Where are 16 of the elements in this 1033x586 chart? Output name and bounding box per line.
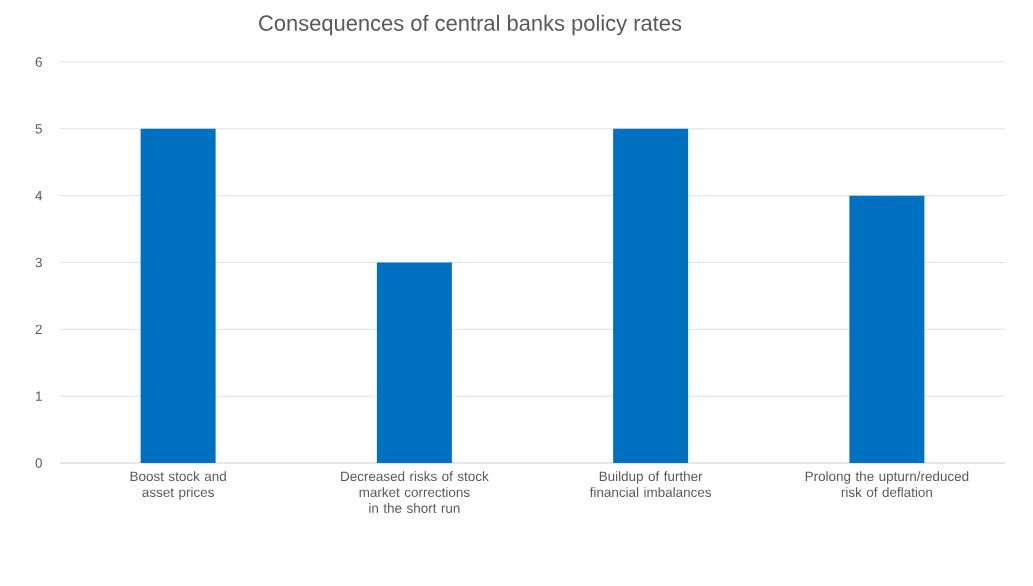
x-tick-label: Buildup of further financial imbalances [589,471,712,498]
chart-title: Consequences of central banks policy rates [259,14,682,36]
y-tick-label: 3 [35,257,42,268]
x-tick-label: Decreased risks of stock market corrections in the short run [341,471,489,513]
x-tick-label: Boost stock and asset prices [130,471,226,500]
bar [140,128,216,463]
y-tick-label: 1 [36,391,42,401]
bar [376,262,452,463]
y-tick-label: 2 [35,324,42,335]
y-tick-label: 6 [35,57,42,67]
y-tick-label: 0 [35,458,42,468]
x-tick-label: Prolong the upturn/reduced risk of deflation [805,471,969,498]
bar [613,128,689,463]
bar [849,195,925,463]
y-tick-label: 5 [35,124,42,134]
y-tick-label: 4 [35,191,43,201]
